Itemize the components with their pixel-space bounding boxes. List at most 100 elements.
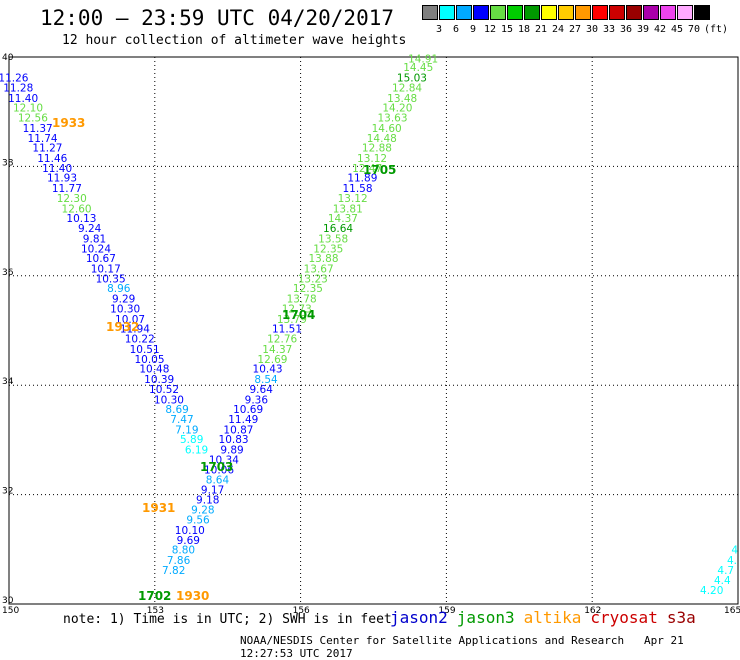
swh-value: 10.83 <box>219 434 249 446</box>
swh-value: 13.81 <box>333 203 363 215</box>
swh-value: 8.80 <box>172 545 195 557</box>
swh-value: 10.34 <box>209 454 239 466</box>
lat-tick-label: 38 <box>2 158 14 168</box>
scale-label: 33 <box>602 24 616 35</box>
swh-value: 13.67 <box>304 264 334 276</box>
swh-value: 12.84 <box>392 82 422 94</box>
swh-value: 11.93 <box>47 173 77 185</box>
lon-tick-label: 156 <box>293 606 310 616</box>
scale-label: 9 <box>469 24 477 35</box>
swh-value: 10.17 <box>91 264 121 276</box>
scale-swatch <box>575 5 591 20</box>
swh-value: 9.24 <box>78 223 102 235</box>
swh-value: 9.36 <box>245 394 269 406</box>
swh-value: 4 <box>731 545 738 557</box>
lat-tick-label: 36 <box>2 268 14 278</box>
legend-s3a: s3a <box>666 608 696 627</box>
scale-swatch <box>507 5 523 20</box>
swh-value: 14.91 <box>408 53 438 65</box>
swh-value: 12.76 <box>267 334 297 346</box>
swh-value: 8.64 <box>206 475 230 487</box>
swh-value: 6.19 <box>185 445 208 457</box>
swh-value: 12.47 <box>352 163 382 175</box>
swh-value: 11.26 <box>0 73 29 85</box>
swh-value: 8.69 <box>165 404 188 416</box>
scale-label: 21 <box>534 24 548 35</box>
pass-label: 1703 <box>200 460 233 474</box>
swh-value: 9.17 <box>201 485 224 497</box>
swh-value: 13.78 <box>287 294 317 306</box>
scale-swatch <box>558 5 574 20</box>
swh-value: 10.39 <box>144 374 174 386</box>
swh-value: 10.07 <box>115 314 145 326</box>
scale-label: 36 <box>619 24 633 35</box>
swh-value: 10.48 <box>139 364 169 376</box>
scale-swatch <box>643 5 659 20</box>
lon-tick-label: 165 <box>724 606 740 616</box>
swh-value: 10.06 <box>204 464 234 476</box>
scale-label: 70 <box>687 24 701 35</box>
scale-swatch <box>473 5 489 20</box>
scale-label: 6 <box>452 24 460 35</box>
swh-value: 12.35 <box>313 243 343 255</box>
swh-value: 12.60 <box>62 203 92 215</box>
swh-value: 5.89 <box>180 434 203 446</box>
swh-value: 7.86 <box>167 555 191 567</box>
pass-label: 1932 <box>106 320 139 334</box>
swh-value: 11.74 <box>28 133 58 145</box>
credit-line: NOAA/NESDIS Center for Satellite Applica… <box>240 634 740 660</box>
swh-value: 13.12 <box>357 153 387 165</box>
swh-value: 10.43 <box>253 364 283 376</box>
swh-value: 11.27 <box>32 143 62 155</box>
swh-value: 10.30 <box>110 303 140 315</box>
swh-value: 9.69 <box>177 535 200 547</box>
scale-label: 24 <box>551 24 565 35</box>
swh-value: 10.10 <box>175 525 205 537</box>
swh-value: 9.29 <box>112 294 135 306</box>
scale-swatch <box>626 5 642 20</box>
swh-value: 12.30 <box>57 193 87 205</box>
scale-swatch <box>422 5 438 20</box>
swh-value: 9.89 <box>220 445 243 457</box>
legend-jason2: jason2 <box>390 608 448 627</box>
legend-cryosat: cryosat <box>590 608 658 627</box>
scale-swatch <box>490 5 506 20</box>
swh-value: 11.46 <box>37 153 67 165</box>
swh-value: 13.48 <box>387 93 417 105</box>
swh-value: 7.47 <box>170 414 193 426</box>
scale-label: 45 <box>670 24 684 35</box>
credit-text: NOAA/NESDIS Center for Satellite Applica… <box>240 634 625 647</box>
swh-value: 7.82 <box>162 565 185 577</box>
lon-tick-label: 159 <box>438 606 455 616</box>
legend-jason3: jason3 <box>456 608 515 627</box>
lon-tick-label: 153 <box>147 606 164 616</box>
scale-swatch <box>694 5 710 20</box>
lat-tick-label: 30 <box>2 596 14 606</box>
swh-value: 10.51 <box>130 344 160 356</box>
scale-swatch <box>439 5 455 20</box>
swh-value: 10.24 <box>81 243 111 255</box>
swh-value: 13.23 <box>298 273 328 285</box>
swh-value: 12.35 <box>293 283 323 295</box>
scale-label: 39 <box>636 24 650 35</box>
swh-value: 9.81 <box>83 233 106 245</box>
swh-value: 9.28 <box>191 505 214 517</box>
swh-value: 11.77 <box>52 183 82 195</box>
lon-tick-label: 162 <box>584 606 601 616</box>
swh-value: 11.40 <box>8 93 38 105</box>
scale-label: 3 <box>435 24 443 35</box>
map-title: 12:00 — 23:59 UTC 04/20/2017 <box>40 6 395 30</box>
pass-label: 1933 <box>52 116 85 130</box>
scale-swatch <box>660 5 676 20</box>
swh-value: 10.05 <box>134 354 164 366</box>
swh-value: 4.7 <box>717 565 734 577</box>
scale-swatch <box>456 5 472 20</box>
swh-value: 10.13 <box>66 213 96 225</box>
swh-value: 11.51 <box>272 324 302 336</box>
pass-label: 1931 <box>142 501 175 515</box>
swh-value: 16.64 <box>323 223 353 235</box>
pass-label: 1702 <box>138 589 171 603</box>
swh-value: 4.4 <box>714 575 731 587</box>
swh-value: 14.45 <box>403 62 433 74</box>
lat-tick-label: 40 <box>2 53 14 63</box>
